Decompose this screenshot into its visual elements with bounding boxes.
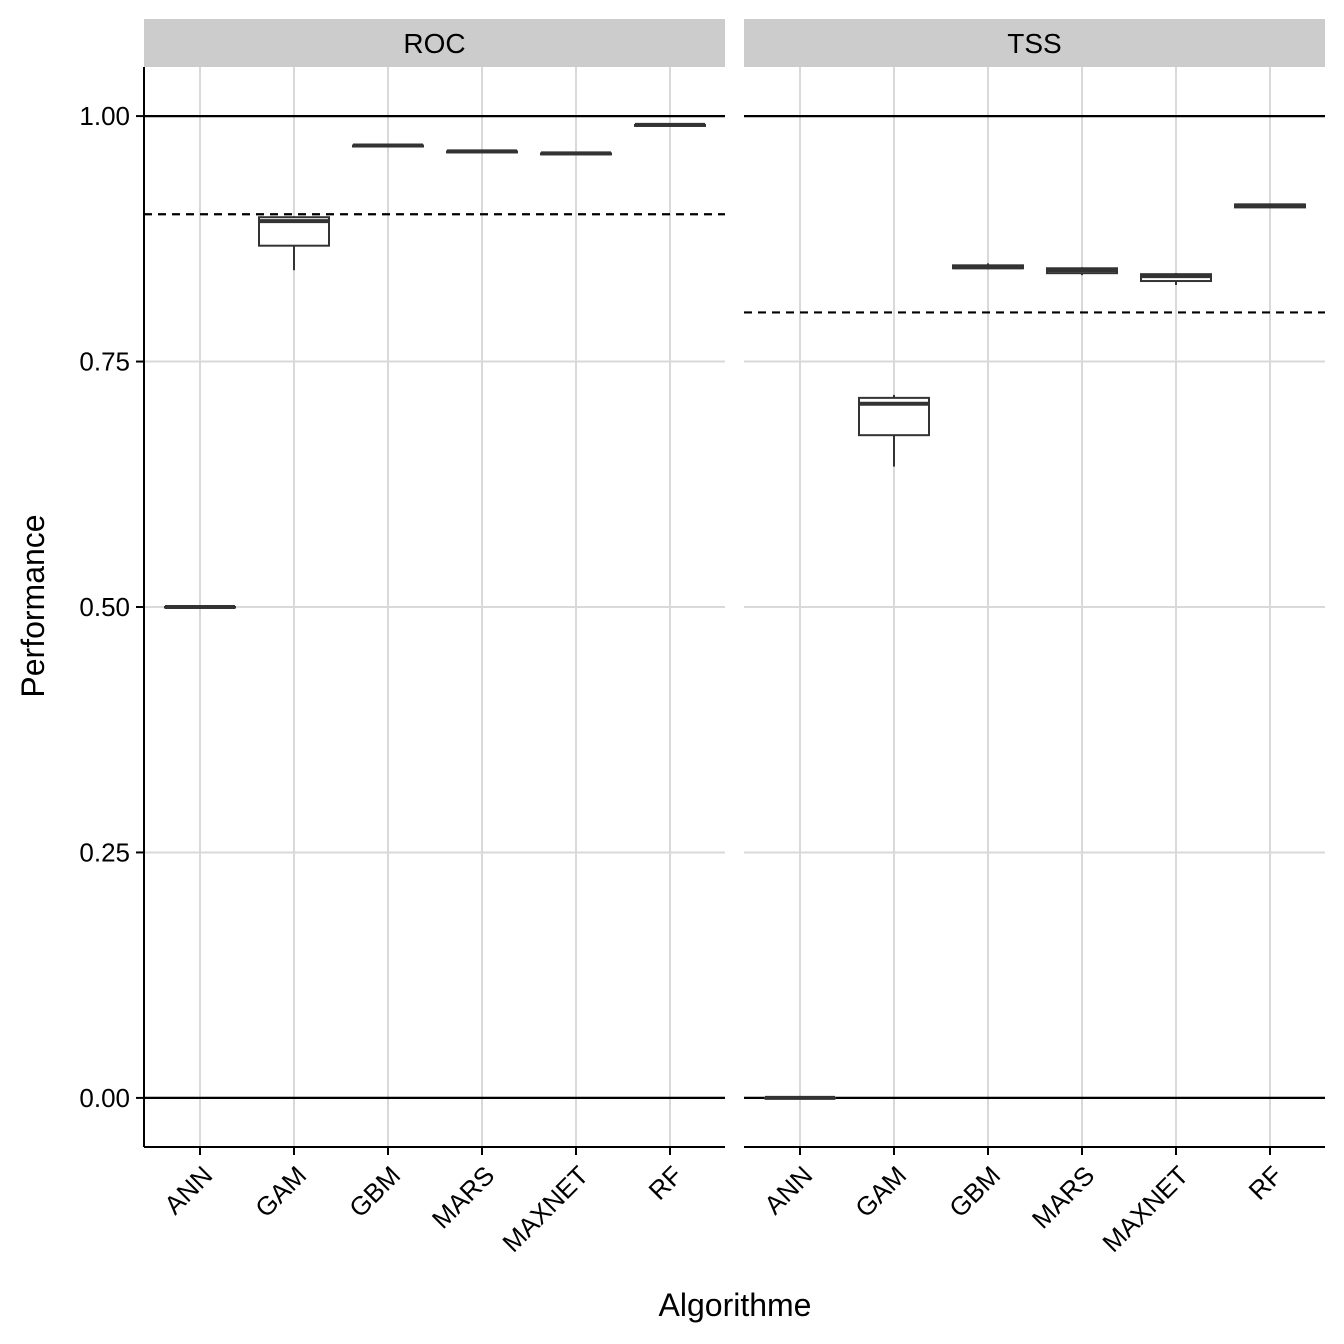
box-tss-rf [1234,203,1306,209]
x-tick-label: ANN [758,1160,818,1220]
box-tss-mars [1046,267,1118,276]
box-roc-gam [258,216,330,271]
x-tick-label: GBM [343,1160,406,1223]
box-tss-ann [764,1095,836,1100]
box-roc-mars [446,149,518,154]
x-tick-label: MARS [426,1160,500,1234]
facet-strip-label: ROC [403,28,465,59]
box-tss-gam [858,394,930,467]
box-tss-gbm [952,263,1024,270]
x-axis-title: Algorithme [659,1287,812,1323]
y-tick-label: 0.75 [79,347,130,377]
box-roc-ann [164,605,236,609]
y-tick-label: 1.00 [79,101,130,131]
x-tick-label: GAM [849,1160,912,1223]
facet-strip-label: TSS [1007,28,1061,59]
x-tick-label: GBM [943,1160,1006,1223]
box-tss-maxnet [1140,273,1212,285]
x-tick-label: MARS [1026,1160,1100,1234]
boxes-layer [164,122,1306,1100]
x-tick-label: RF [643,1160,689,1206]
x-tick-label: GAM [249,1160,312,1223]
x-tick-label: RF [1243,1160,1289,1206]
facet-strip [744,19,1325,67]
x-tick-label: MAXNET [1096,1160,1194,1258]
facet-strips-layer: ROC TSS [144,19,1325,67]
facet-strip [144,19,725,67]
x-tick-label: MAXNET [496,1160,594,1258]
y-axis-title: Performance [15,514,51,697]
y-tick-label: 0.00 [79,1083,130,1113]
y-tick-label: 0.50 [79,592,130,622]
y-tick-label: 0.25 [79,837,130,867]
box-roc-gbm [352,143,424,148]
x-tick-label: ANN [158,1160,218,1220]
axes-layer [136,67,1325,1155]
box-roc-maxnet [540,151,612,156]
reference-lines-layer [144,114,1325,1100]
box-roc-rf [634,122,706,127]
